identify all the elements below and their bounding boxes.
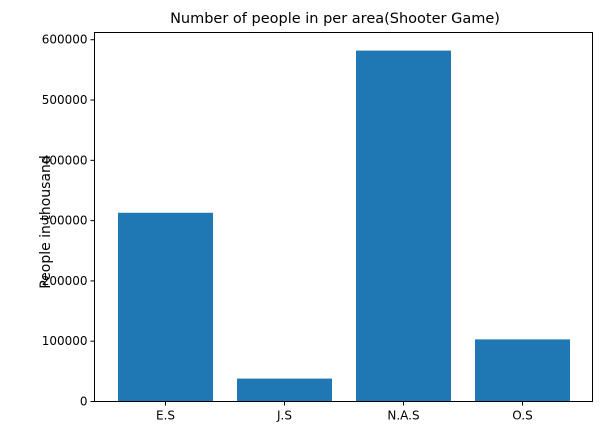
bar-j-s — [237, 379, 332, 402]
bar-o-s — [475, 339, 570, 401]
y-tick-label: 200000 — [42, 274, 88, 288]
chart-title: Number of people in per area(Shooter Gam… — [170, 11, 500, 27]
x-tick-label: O.S — [512, 409, 532, 423]
y-tick-label: 400000 — [42, 153, 88, 167]
y-tick-label: 300000 — [42, 214, 88, 228]
x-tick-label: J.S — [276, 409, 292, 423]
x-tick-label: N.A.S — [387, 409, 419, 423]
y-tick-label: 100000 — [42, 334, 88, 348]
y-tick-label: 0 — [80, 395, 88, 409]
y-axis-ticks: 0 100000 200000 300000 400000 500000 600000 — [42, 33, 95, 409]
bar-group — [118, 51, 570, 402]
bar-e-s — [118, 213, 213, 402]
x-axis-ticks: E.S J.S N.A.S O.S — [156, 402, 533, 423]
bar-n-a-s — [356, 51, 451, 402]
y-tick-label: 600000 — [42, 33, 88, 47]
x-tick-label: E.S — [156, 409, 175, 423]
y-tick-label: 500000 — [42, 93, 88, 107]
